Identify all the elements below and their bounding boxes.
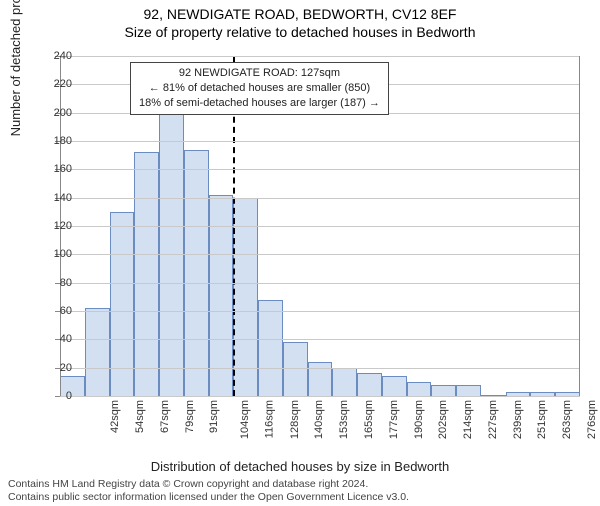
x-axis-label: Distribution of detached houses by size … <box>0 459 600 474</box>
bar <box>456 385 481 396</box>
bar <box>283 342 308 396</box>
figure-container: 92, NEWDIGATE ROAD, BEDWORTH, CV12 8EF S… <box>0 6 600 506</box>
bar <box>407 382 432 396</box>
xtick-label: 67sqm <box>159 400 171 433</box>
gridline <box>60 311 580 312</box>
footer-line2: Contains public sector information licen… <box>8 491 592 504</box>
bar <box>357 373 382 396</box>
gridline <box>60 396 580 397</box>
footer-credits: Contains HM Land Registry data © Crown c… <box>8 478 592 504</box>
xtick-label: 251sqm <box>536 400 548 439</box>
bar <box>258 300 283 396</box>
xtick-label: 128sqm <box>289 400 301 439</box>
ytick-label: 100 <box>32 248 72 260</box>
xtick-label: 227sqm <box>487 400 499 439</box>
annotation-line1: 92 NEWDIGATE ROAD: 127sqm <box>139 66 380 81</box>
bar <box>85 308 110 396</box>
bar <box>382 376 407 396</box>
xtick-label: 42sqm <box>109 400 121 433</box>
xtick-label: 165sqm <box>363 400 375 439</box>
ytick-label: 180 <box>32 135 72 147</box>
xtick-label: 190sqm <box>413 400 425 439</box>
y-axis-label: Number of detached properties <box>8 0 23 136</box>
ytick-label: 80 <box>32 277 72 289</box>
bar <box>134 152 159 396</box>
gridline <box>60 283 580 284</box>
annotation-box: 92 NEWDIGATE ROAD: 127sqm ← 81% of detac… <box>130 62 389 115</box>
gridline <box>60 169 580 170</box>
xtick-label: 140sqm <box>314 400 326 439</box>
ytick-label: 160 <box>32 163 72 175</box>
xtick-label: 91sqm <box>208 400 220 433</box>
xtick-label: 276sqm <box>586 400 598 439</box>
xtick-label: 54sqm <box>134 400 146 433</box>
gridline <box>60 254 580 255</box>
ytick-label: 220 <box>32 78 72 90</box>
xtick-label: 104sqm <box>239 400 251 439</box>
ytick-label: 60 <box>32 305 72 317</box>
xtick-label: 214sqm <box>462 400 474 439</box>
bar <box>332 368 357 396</box>
gridline <box>60 368 580 369</box>
bar <box>184 150 209 397</box>
chart-title-subtitle: Size of property relative to detached ho… <box>0 24 600 40</box>
xtick-label: 239sqm <box>512 400 524 439</box>
bar <box>431 385 456 396</box>
xtick-label: 153sqm <box>338 400 350 439</box>
ytick-label: 20 <box>32 362 72 374</box>
ytick-label: 140 <box>32 192 72 204</box>
gridline <box>60 339 580 340</box>
bar <box>233 198 258 396</box>
xtick-label: 177sqm <box>388 400 400 439</box>
axis-right <box>579 56 580 396</box>
gridline <box>60 226 580 227</box>
annotation-line3: 18% of semi-detached houses are larger (… <box>139 96 380 111</box>
xtick-label: 116sqm <box>263 400 275 438</box>
gridline <box>60 141 580 142</box>
ytick-label: 240 <box>32 50 72 62</box>
ytick-label: 200 <box>32 107 72 119</box>
xtick-label: 202sqm <box>437 400 449 439</box>
gridline <box>60 56 580 57</box>
ytick-label: 40 <box>32 333 72 345</box>
xtick-label: 263sqm <box>561 400 573 439</box>
gridline <box>60 198 580 199</box>
ytick-label: 120 <box>32 220 72 232</box>
footer-line1: Contains HM Land Registry data © Crown c… <box>8 478 592 491</box>
ytick-label: 0 <box>32 390 72 402</box>
xtick-label: 79sqm <box>184 400 196 433</box>
chart-title-address: 92, NEWDIGATE ROAD, BEDWORTH, CV12 8EF <box>0 6 600 22</box>
annotation-line2: ← 81% of detached houses are smaller (85… <box>139 81 380 96</box>
